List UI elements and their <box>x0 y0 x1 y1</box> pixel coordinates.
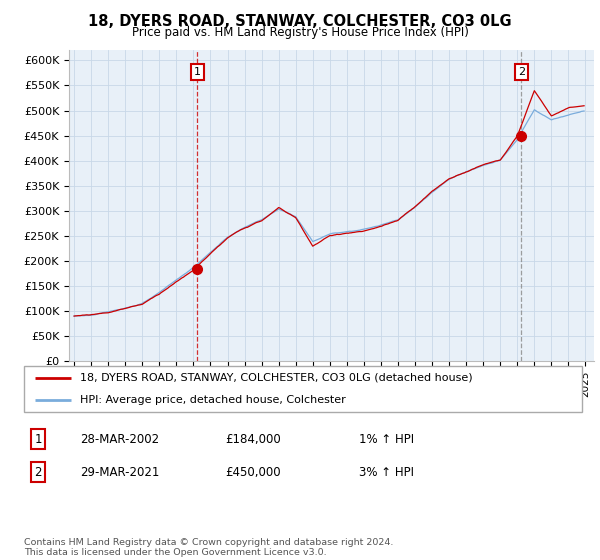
Text: 28-MAR-2002: 28-MAR-2002 <box>80 432 159 446</box>
Text: 18, DYERS ROAD, STANWAY, COLCHESTER, CO3 0LG: 18, DYERS ROAD, STANWAY, COLCHESTER, CO3… <box>88 14 512 29</box>
Text: 1: 1 <box>34 432 42 446</box>
Text: HPI: Average price, detached house, Colchester: HPI: Average price, detached house, Colc… <box>80 395 346 405</box>
Text: Contains HM Land Registry data © Crown copyright and database right 2024.
This d: Contains HM Land Registry data © Crown c… <box>24 538 394 557</box>
Text: 18, DYERS ROAD, STANWAY, COLCHESTER, CO3 0LG (detached house): 18, DYERS ROAD, STANWAY, COLCHESTER, CO3… <box>80 372 472 382</box>
Text: 2: 2 <box>518 67 525 77</box>
Text: 1% ↑ HPI: 1% ↑ HPI <box>359 432 414 446</box>
Text: 1: 1 <box>194 67 201 77</box>
FancyBboxPatch shape <box>24 366 582 412</box>
Text: £184,000: £184,000 <box>225 432 281 446</box>
Text: £450,000: £450,000 <box>225 465 281 479</box>
Text: 2: 2 <box>34 465 42 479</box>
Text: 3% ↑ HPI: 3% ↑ HPI <box>359 465 414 479</box>
Text: 29-MAR-2021: 29-MAR-2021 <box>80 465 159 479</box>
Text: Price paid vs. HM Land Registry's House Price Index (HPI): Price paid vs. HM Land Registry's House … <box>131 26 469 39</box>
